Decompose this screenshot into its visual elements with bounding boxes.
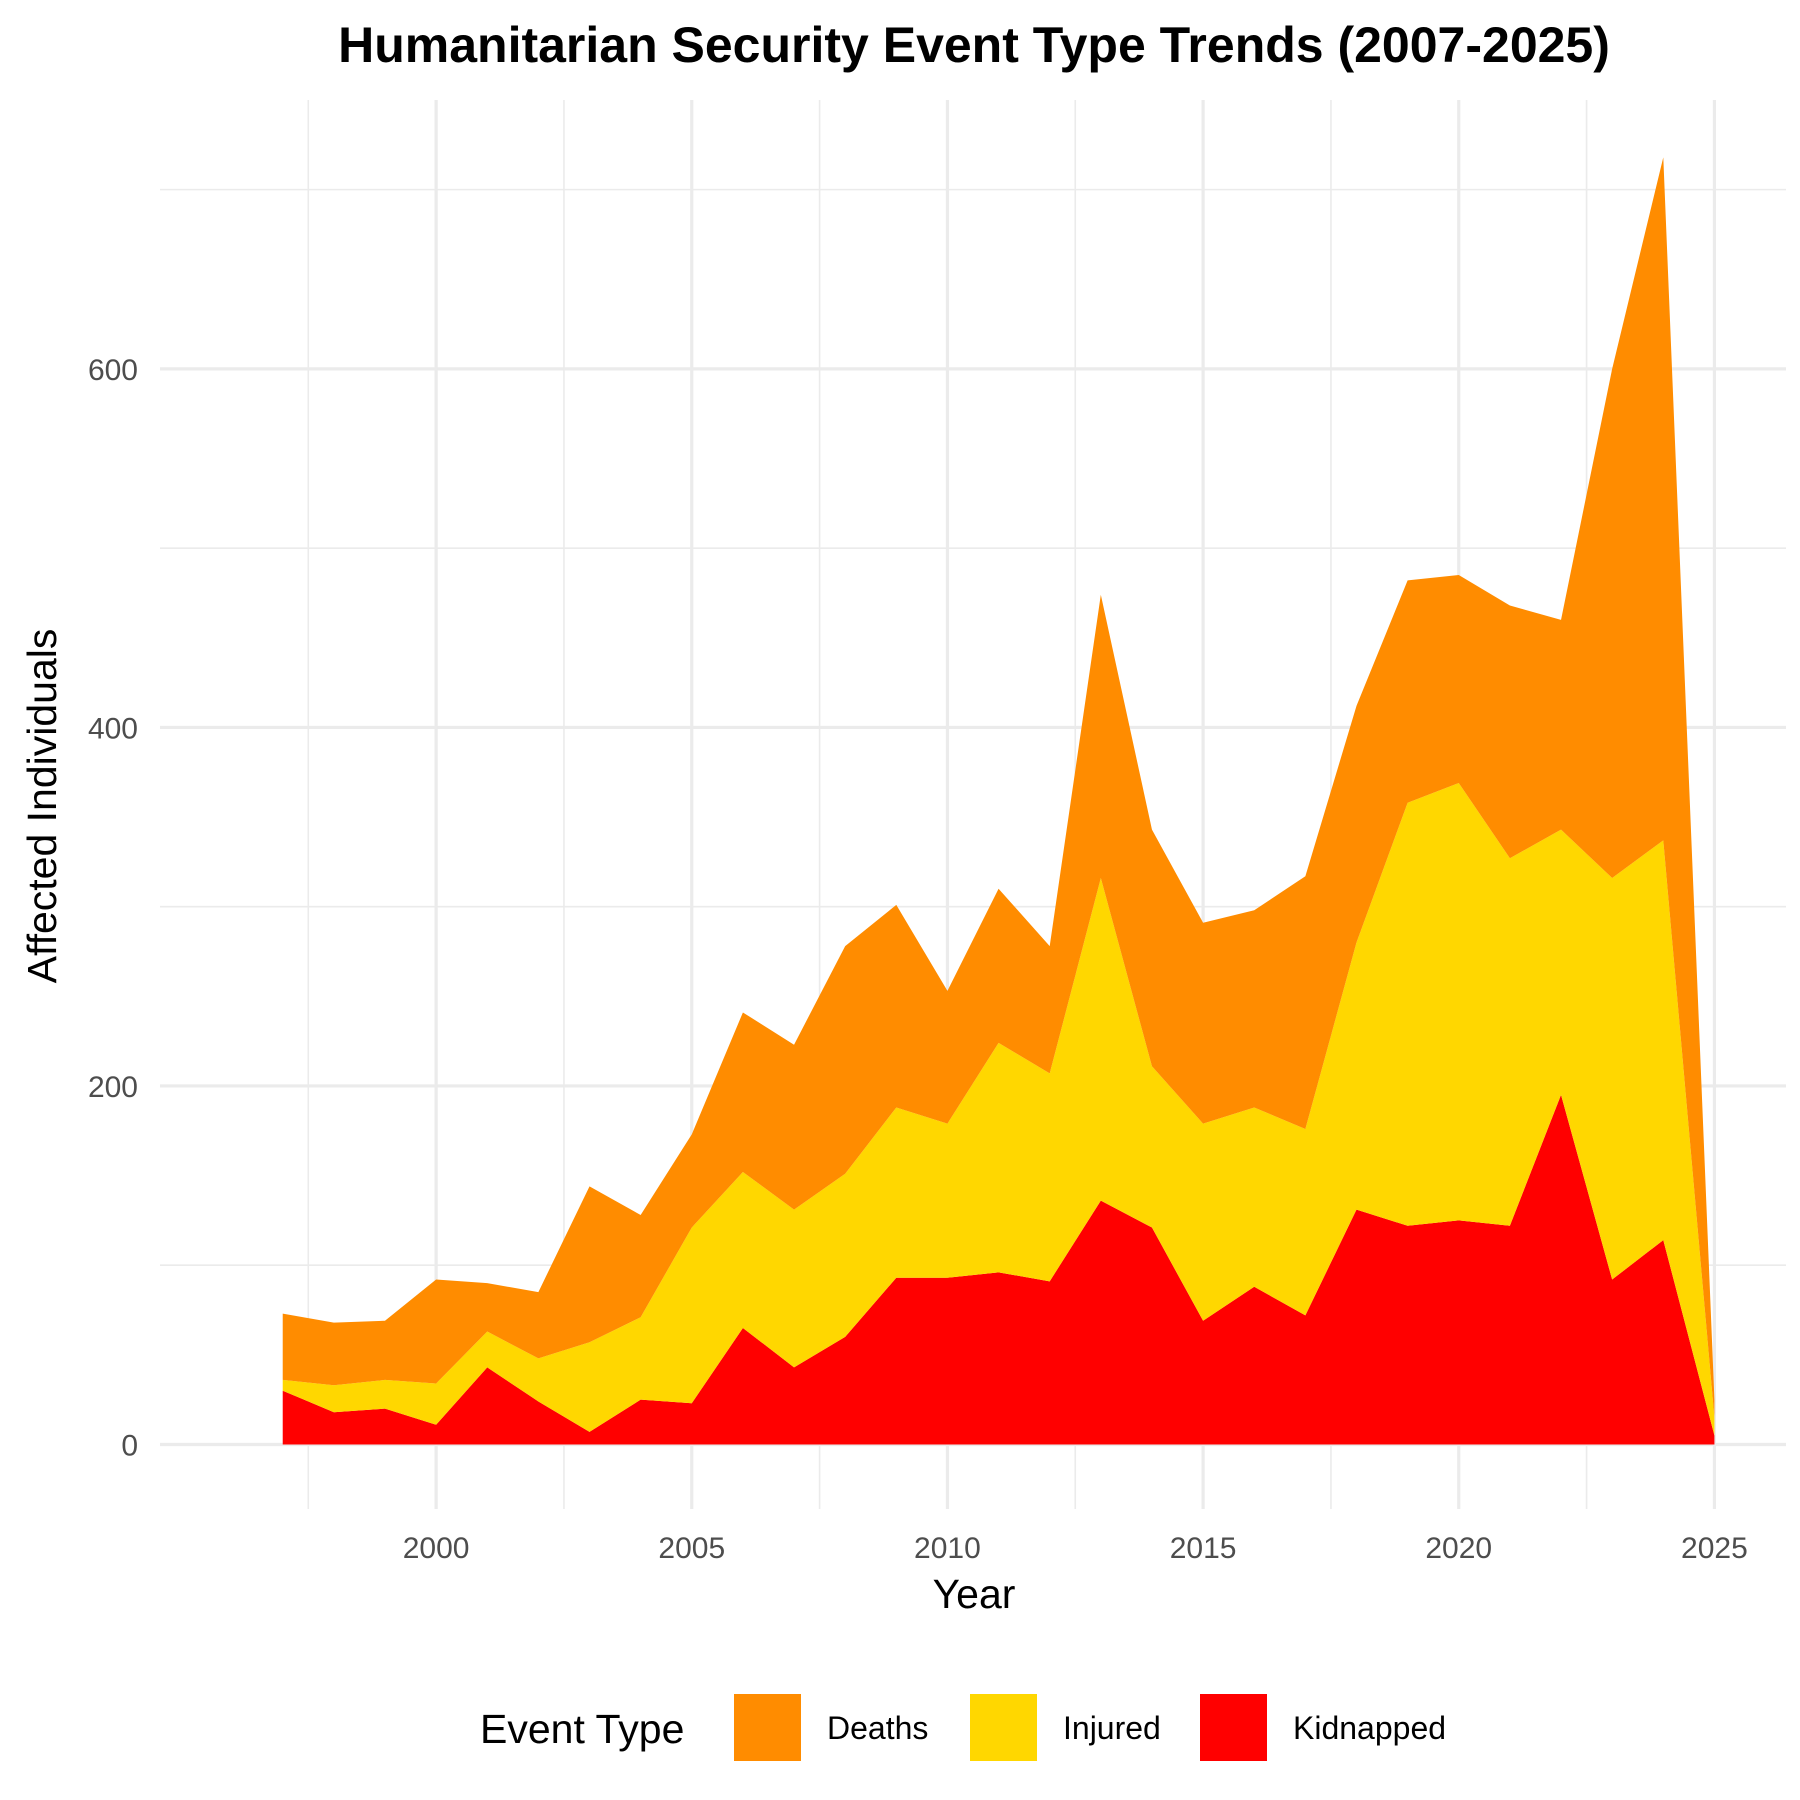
area-injured [282, 782, 1715, 1436]
y-tick-label: 400 [88, 712, 138, 745]
x-tick-label: 2000 [403, 1532, 470, 1565]
legend-title: Event Type [480, 1706, 684, 1752]
legend-label-injured: Injured [1063, 1710, 1161, 1746]
area-kidnapped [282, 1094, 1715, 1445]
x-tick-label: 2010 [914, 1532, 981, 1565]
x-axis-title: Year [933, 1571, 1016, 1617]
legend-label-kidnapped: Kidnapped [1293, 1710, 1446, 1746]
legend-label-deaths: Deaths [827, 1710, 928, 1746]
legend-key-kidnapped [1200, 1694, 1267, 1761]
area-deaths [282, 157, 1715, 1418]
y-axis-title: Affected Individuals [19, 629, 65, 984]
y-tick-label: 200 [88, 1071, 138, 1104]
chart-title: Humanitarian Security Event Type Trends … [338, 17, 1610, 73]
legend-items: Deaths Injured Kidnapped [734, 1694, 1446, 1761]
legend: Event Type Deaths Injured Kidnapped [480, 1694, 1446, 1761]
legend-key-deaths [734, 1694, 801, 1761]
x-tick-label: 2015 [1170, 1532, 1237, 1565]
legend-key-injured [970, 1694, 1037, 1761]
x-axis-ticks: 2000 2005 2010 2015 2020 2025 [403, 1532, 1748, 1565]
y-axis-ticks: 0 200 400 600 [88, 354, 138, 1463]
x-tick-label: 2025 [1681, 1532, 1748, 1565]
stacked-areas [282, 157, 1715, 1445]
y-tick-label: 0 [121, 1429, 138, 1462]
x-tick-label: 2020 [1425, 1532, 1492, 1565]
y-tick-label: 600 [88, 354, 138, 387]
x-tick-label: 2005 [658, 1532, 725, 1565]
